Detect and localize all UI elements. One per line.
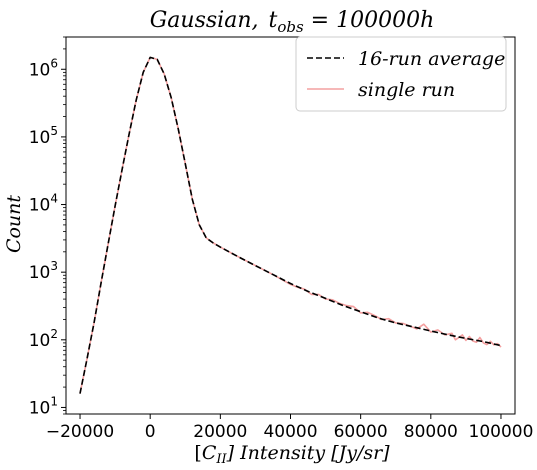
x-tick-label: 60000 <box>334 422 388 442</box>
y-tick-label: 103 <box>29 259 58 283</box>
x-tick-label: 20000 <box>193 422 247 442</box>
y-tick-label: 102 <box>29 327 58 351</box>
x-tick-label: 100000 <box>469 422 534 442</box>
y-axis-label: Count <box>3 195 25 253</box>
chart-title: Gaussian, tobs = 100000h <box>150 8 435 36</box>
x-axis-ticks: −20000 0 20000 40000 60000 80000 100000 <box>46 414 534 442</box>
y-tick-label: 101 <box>29 394 58 418</box>
x-tick-label: 80000 <box>404 422 458 442</box>
y-axis-ticks: 101 102 103 104 105 106 <box>29 37 66 418</box>
x-axis-label: [CII] Intensity [Jy/sr] <box>194 442 390 467</box>
legend-label-single: single run <box>358 79 455 101</box>
y-tick-label: 105 <box>29 124 58 148</box>
x-tick-label: 0 <box>145 422 156 442</box>
x-tick-label: −20000 <box>46 422 114 442</box>
x-tick-label: 40000 <box>263 422 317 442</box>
legend: 16-run average single run <box>296 37 506 111</box>
y-tick-label: 104 <box>29 192 58 216</box>
legend-label-average: 16-run average <box>358 48 505 70</box>
y-tick-label: 106 <box>29 56 58 80</box>
